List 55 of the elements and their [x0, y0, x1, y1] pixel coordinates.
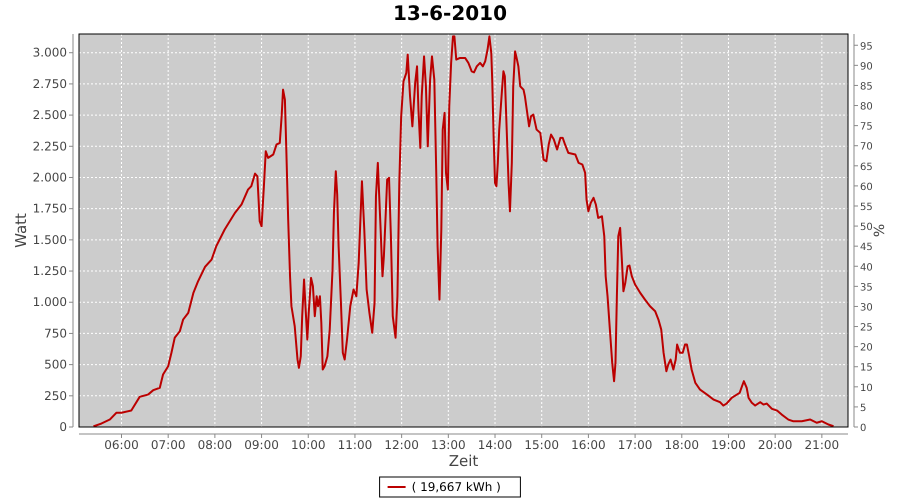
x-tick-label: 13:00	[431, 438, 466, 452]
y-tick-label: 500	[44, 358, 67, 372]
y2-tick-label: 70	[860, 142, 873, 153]
x-tick-label: 15:00	[524, 438, 560, 452]
x-axis-title: Zeit	[448, 452, 478, 470]
y-tick-label: 250	[44, 388, 67, 403]
y2-tick-label: 5	[860, 402, 866, 414]
y2-tick-label: 95	[860, 41, 873, 52]
x-tick-label: 07:00	[150, 438, 186, 452]
y2-tick-label: 50	[860, 222, 873, 234]
y2-tick-label: 30	[860, 302, 873, 314]
x-tick-label: 12:00	[384, 438, 419, 452]
x-tick-label: 19:00	[711, 438, 746, 452]
y2-tick-label: 80	[860, 102, 873, 113]
y-tick-label: 2.750	[32, 76, 67, 91]
y2-tick-label: 60	[860, 182, 873, 193]
y-tick-label: 2.250	[32, 139, 67, 154]
y2-tick-label: 35	[860, 282, 873, 294]
y-tick-label: 1.000	[32, 295, 67, 310]
x-tick-label: 10:00	[290, 438, 326, 452]
x-tick-label: 17:00	[618, 438, 652, 452]
x-tick-label: 16:00	[571, 438, 606, 452]
y2-tick-label: 25	[860, 322, 873, 334]
y-axis-title: Watt	[12, 212, 30, 248]
y2-tick-label: 75	[860, 122, 873, 133]
x-tick-label: 11:00	[338, 438, 372, 452]
x-tick-label: 21:00	[804, 438, 840, 452]
chart-title: 13-6-2010	[392, 1, 508, 25]
y2-tick-label: 45	[860, 242, 873, 254]
y2-tick-label: 10	[860, 382, 873, 394]
x-tick-label: 06:00	[104, 438, 139, 452]
y2-tick-label: 55	[860, 202, 873, 213]
x-tick-label: 20:00	[758, 438, 792, 452]
y2-tick-label: 0	[860, 423, 866, 434]
y-tick-label: 1.250	[32, 264, 67, 278]
legend-label: ( 19,667 kWh )	[412, 480, 501, 494]
y-tick-label: 0	[59, 420, 67, 434]
x-tick-label: 08:00	[198, 438, 232, 452]
y-tick-label: 750	[44, 326, 67, 340]
y-tick-label: 1.500	[32, 232, 67, 247]
y2-tick-label: 65	[860, 162, 873, 173]
x-tick-label: 09:00	[244, 438, 279, 452]
y-tick-label: 2.500	[32, 108, 67, 122]
x-tick-label: 18:00	[664, 438, 700, 452]
y-tick-label: 2.000	[32, 170, 67, 184]
line-series	[92, 35, 835, 428]
y2-tick-label: 40	[860, 262, 873, 274]
y2-tick-label: 90	[860, 61, 873, 72]
y-tick-label: 1.750	[32, 202, 67, 216]
x-tick-label: 14:00	[478, 438, 512, 452]
y2-axis-title: %	[872, 224, 888, 238]
y-tick-label: 3.000	[32, 46, 67, 60]
y2-tick-label: 85	[860, 81, 873, 92]
y2-tick-label: 20	[860, 342, 873, 354]
y2-tick-label: 15	[860, 362, 873, 374]
